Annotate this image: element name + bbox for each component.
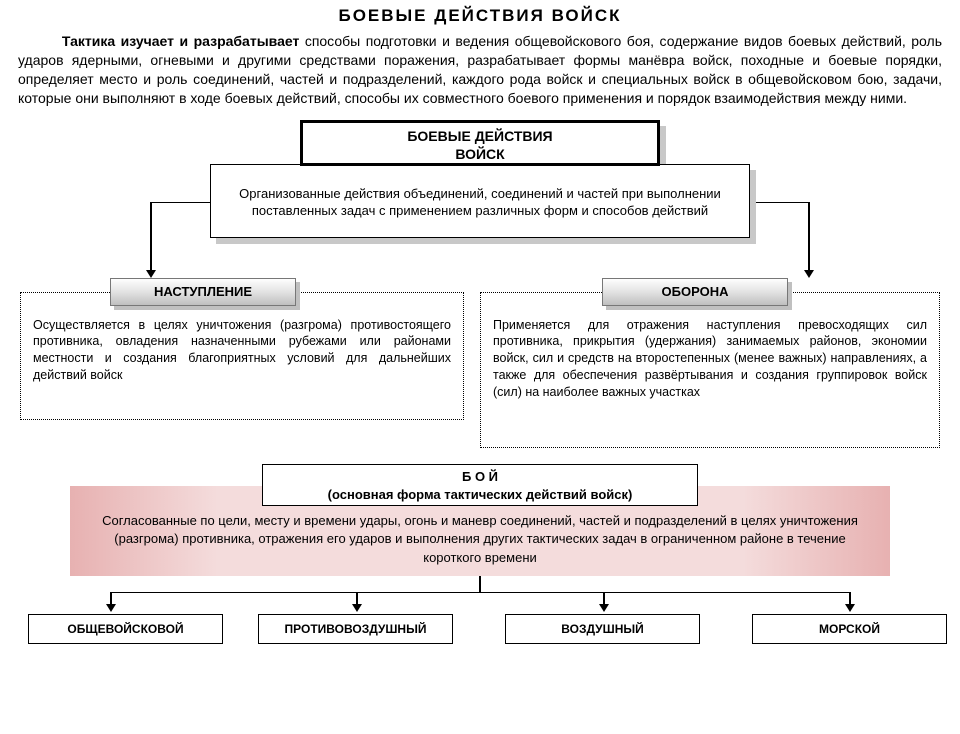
- intro-paragraph: Тактика изучает и разрабатывает способы …: [0, 26, 960, 114]
- top-desc-box: Организованные действия объединений, сое…: [210, 164, 750, 238]
- top-title-box: БОЕВЫЕ ДЕЙСТВИЯ ВОЙСК: [300, 120, 660, 166]
- arrow-down-icon: [804, 270, 814, 278]
- bottom-box-4: МОРСКОЙ: [752, 614, 947, 644]
- arrow-down-icon: [352, 604, 362, 612]
- connector: [808, 202, 810, 272]
- top-desc-text: Организованные действия объединений, сое…: [239, 186, 721, 219]
- left-branch-label: НАСТУПЛЕНИЕ: [110, 278, 296, 306]
- top-title-l2: ВОЙСК: [455, 146, 504, 162]
- arrow-down-icon: [146, 270, 156, 278]
- top-title-l1: БОЕВЫЕ ДЕЙСТВИЯ: [407, 128, 552, 144]
- connector: [479, 576, 481, 592]
- bottom-box-3: ВОЗДУШНЫЙ: [505, 614, 700, 644]
- bottom-box-1: ОБЩЕВОЙСКОВОЙ: [28, 614, 223, 644]
- right-branch-label: ОБОРОНА: [602, 278, 788, 306]
- boy-title-l1: Б О Й: [462, 469, 498, 484]
- boy-title-l2: (основная форма тактических действий вой…: [328, 487, 633, 502]
- intro-bold: Тактика изучает и разрабатывает: [62, 33, 299, 49]
- arrow-down-icon: [106, 604, 116, 612]
- connector: [110, 592, 850, 594]
- arrow-down-icon: [599, 604, 609, 612]
- diagram-area: БОЕВЫЕ ДЕЙСТВИЯ ВОЙСК Организованные дей…: [0, 114, 960, 734]
- right-branch-text: Применяется для отражения наступления пр…: [493, 318, 927, 400]
- right-branch-panel: Применяется для отражения наступления пр…: [480, 292, 940, 448]
- page-title: БОЕВЫЕ ДЕЙСТВИЯ ВОЙСК: [0, 0, 960, 26]
- arrow-down-icon: [845, 604, 855, 612]
- left-branch-panel: Осуществляется в целях уничтожения (разг…: [20, 292, 464, 420]
- boy-title-box: Б О Й (основная форма тактических действ…: [262, 464, 698, 506]
- connector: [750, 202, 810, 204]
- boy-text: Согласованные по цели, месту и времени у…: [102, 513, 858, 566]
- connector: [150, 202, 210, 204]
- connector: [150, 202, 152, 272]
- bottom-box-2: ПРОТИВОВОЗДУШНЫЙ: [258, 614, 453, 644]
- left-branch-text: Осуществляется в целях уничтожения (разг…: [33, 318, 451, 383]
